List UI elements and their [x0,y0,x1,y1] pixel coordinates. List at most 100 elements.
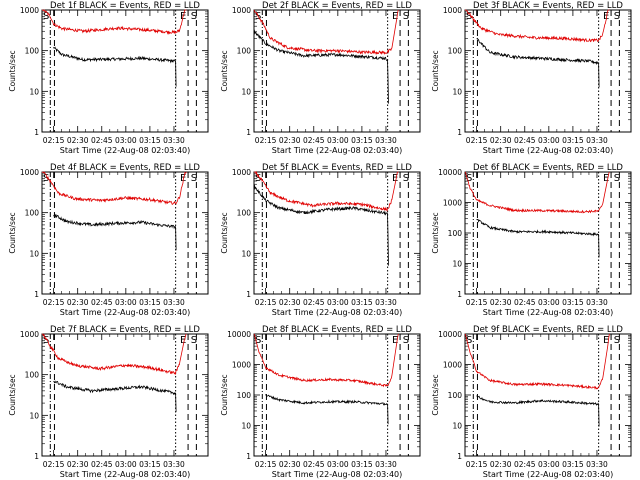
x-tick-label: 02:45 [91,136,113,145]
series-lld [254,170,399,212]
x-tick-label: 02:30 [67,298,89,307]
y-tick-label: 10000 [438,168,462,177]
series-lld [464,171,610,214]
x-axis-label: Start Time (22-Aug-08 02:03:40) [483,308,614,317]
x-tick-label: 03:00 [115,460,137,469]
x-tick-label: 02:45 [514,298,536,307]
marker-letter: E [392,11,398,22]
panel-det-4: Det 4f BLACK = Events, RED = LLD 1 10 100 10… [8,163,209,317]
x-tick-label: 02:15 [255,460,277,469]
y-tick-label: 1 [457,290,462,299]
x-tick-label: 03:30 [375,460,397,469]
panel-det-6: Det 6f BLACK = Events, RED = LLD 1 10 100 10… [431,163,632,317]
x-tick-label: 03:15 [562,298,584,307]
x-tick-label: 03:30 [163,460,185,469]
series-lld [464,333,610,390]
y-tick-label: 100 [25,371,40,380]
x-tick-label: 02:15 [466,298,488,307]
y-tick-label: 1 [34,128,39,137]
x-tick-label: 03:30 [375,298,397,307]
x-tick-label: 02:30 [67,136,89,145]
x-axis-label: Start Time (22-Aug-08 02:03:40) [272,308,403,317]
plot-frame [253,171,421,295]
x-axis-label: Start Time (22-Aug-08 02:03:40) [60,308,191,317]
panel-det-2: Det 2f BLACK = Events, RED = LLD 1 10 100 10… [220,1,421,155]
y-axis-label: Counts/sec [220,212,229,253]
x-tick-label: 02:15 [43,136,65,145]
y-tick-label: 1000 [232,6,251,15]
series-events [476,395,600,427]
y-tick-label: 100 [237,209,252,218]
x-tick-label: 03:15 [139,298,161,307]
marker-letter: S [43,11,49,22]
y-tick-label: 1000 [232,168,251,177]
panel-title: Det 1f BLACK = Events, RED = LLD [50,1,200,11]
y-tick-label: 1000 [443,6,462,15]
marker-letter: S [191,335,197,346]
series-lld [253,333,399,388]
y-axis-label: Counts/sec [431,212,440,253]
plot-frame [253,9,421,133]
series-lld [464,9,610,43]
marker-letter: E [603,11,609,22]
plot-frame [41,9,209,133]
y-axis-label: Counts/sec [8,50,17,91]
marker-letter: E [392,173,398,184]
marker-letter: S [255,173,261,184]
marker-letter: S [614,173,620,184]
panel-title: Det 3f BLACK = Events, RED = LLD [473,1,623,11]
marker-letter: S [43,173,49,184]
series-lld [42,9,187,35]
x-axis-label: Start Time (22-Aug-08 02:03:40) [483,470,614,479]
x-tick-label: 03:15 [351,460,373,469]
y-tick-label: 10 [452,422,462,431]
x-tick-label: 03:00 [538,136,560,145]
x-tick-label: 03:15 [139,460,161,469]
y-tick-label: 1000 [20,168,39,177]
series-events [253,29,389,104]
series-events [265,394,389,425]
x-axis-label: Start Time (22-Aug-08 02:03:40) [483,146,614,155]
x-tick-label: 02:15 [255,298,277,307]
x-axis-label: Start Time (22-Aug-08 02:03:40) [60,146,191,155]
x-tick-label: 02:45 [303,298,325,307]
y-tick-label: 1 [34,452,39,461]
x-tick-label: 03:00 [538,298,560,307]
panel-det-7: Det 7f BLACK = Events, RED = LLD 1 10 100 10… [8,325,209,479]
y-tick-label: 10 [29,87,39,96]
y-axis-label: Counts/sec [220,374,229,415]
series-events [53,212,177,251]
x-tick-label: 02:45 [91,298,113,307]
x-tick-label: 02:30 [490,298,512,307]
plot-frame [464,333,632,457]
marker-letter: E [180,335,186,346]
panel-title: Det 8f BLACK = Events, RED = LLD [262,325,412,335]
x-tick-label: 02:45 [514,460,536,469]
marker-letter: E [392,335,398,346]
x-tick-label: 03:15 [351,136,373,145]
series-events [53,46,177,87]
x-tick-label: 02:15 [466,136,488,145]
x-tick-label: 03:30 [163,136,185,145]
y-axis-label: Counts/sec [8,374,17,415]
x-tick-label: 02:15 [255,136,277,145]
x-tick-label: 03:00 [327,298,349,307]
x-tick-label: 02:30 [490,460,512,469]
marker-letter: S [614,11,620,22]
x-tick-label: 03:15 [351,298,373,307]
y-tick-label: 10000 [438,330,462,339]
x-tick-label: 03:00 [327,136,349,145]
series-lld [41,171,187,205]
y-tick-label: 1 [246,128,251,137]
y-tick-label: 10 [29,411,39,420]
series-events [53,380,177,412]
y-tick-label: 1 [457,452,462,461]
y-tick-label: 1000 [232,361,251,370]
y-tick-label: 10 [29,249,39,258]
x-tick-label: 03:00 [115,298,137,307]
x-tick-label: 03:30 [375,136,397,145]
x-tick-label: 03:30 [586,298,608,307]
marker-letter: S [255,335,261,346]
marker-letter: S [403,11,409,22]
